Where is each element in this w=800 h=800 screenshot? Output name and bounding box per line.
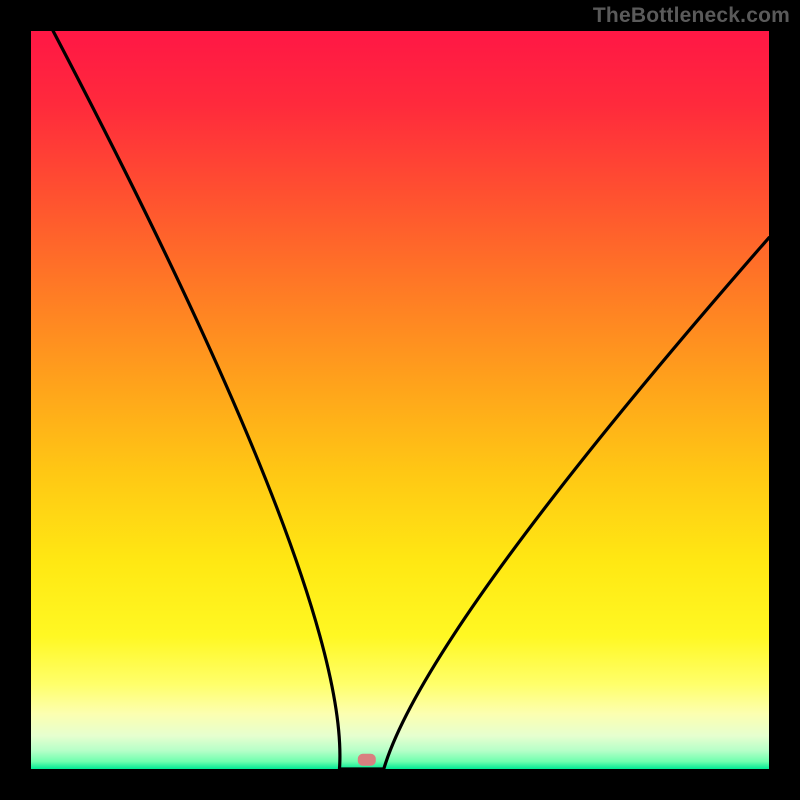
bottleneck-chart (0, 0, 800, 800)
apex-marker (358, 754, 376, 766)
watermark-text: TheBottleneck.com (593, 4, 790, 28)
plot-background-gradient (31, 31, 769, 769)
stage: TheBottleneck.com (0, 0, 800, 800)
plot-container (0, 0, 800, 800)
